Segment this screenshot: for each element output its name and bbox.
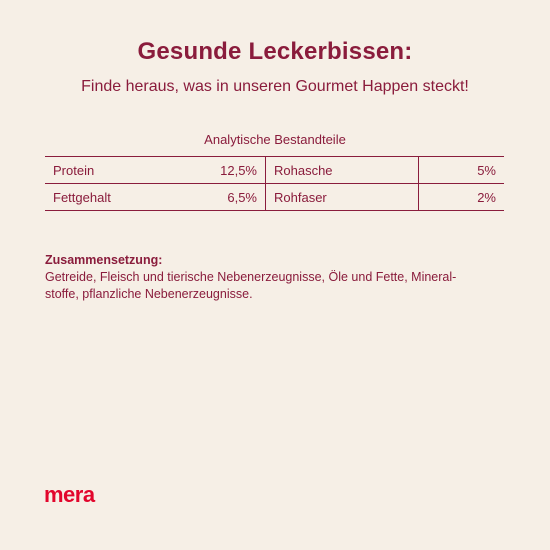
table-row: Fettgehalt 6,5% Rohfaser 2% [45, 183, 504, 211]
composition-text-line1: Getreide, Fleisch und tierische Nebenerz… [45, 270, 457, 284]
page-subtitle: Finde heraus, was in unseren Gourmet Hap… [81, 78, 469, 95]
composition-section: Zusammensetzung: Getreide, Fleisch und t… [45, 252, 515, 303]
analysis-heading: Analytische Bestandteile [204, 132, 346, 147]
nutrient-value: 6,5% [209, 183, 266, 211]
composition-text-line2: stoffe, pflanzliche Nebenerzeugnisse. [45, 287, 253, 301]
nutrient-value: 2% [477, 189, 496, 205]
nutrient-value: 12,5% [209, 156, 266, 184]
nutrient-name: Fettgehalt [53, 189, 111, 205]
nutrient-name: Protein [53, 162, 95, 178]
nutrient-value: 5% [477, 162, 496, 178]
composition-label: Zusammensetzung: [45, 253, 163, 267]
analysis-table: Protein 12,5% Rohasche 5% Fettgehalt 6,5… [45, 156, 504, 211]
table-row: Protein 12,5% Rohasche 5% [45, 156, 504, 184]
nutrient-name: Rohasche [265, 156, 419, 184]
nutrient-name: Rohfaser [265, 183, 419, 211]
brand-logo: mera [44, 482, 95, 507]
page-title: Gesunde Leckerbissen: [137, 38, 413, 65]
